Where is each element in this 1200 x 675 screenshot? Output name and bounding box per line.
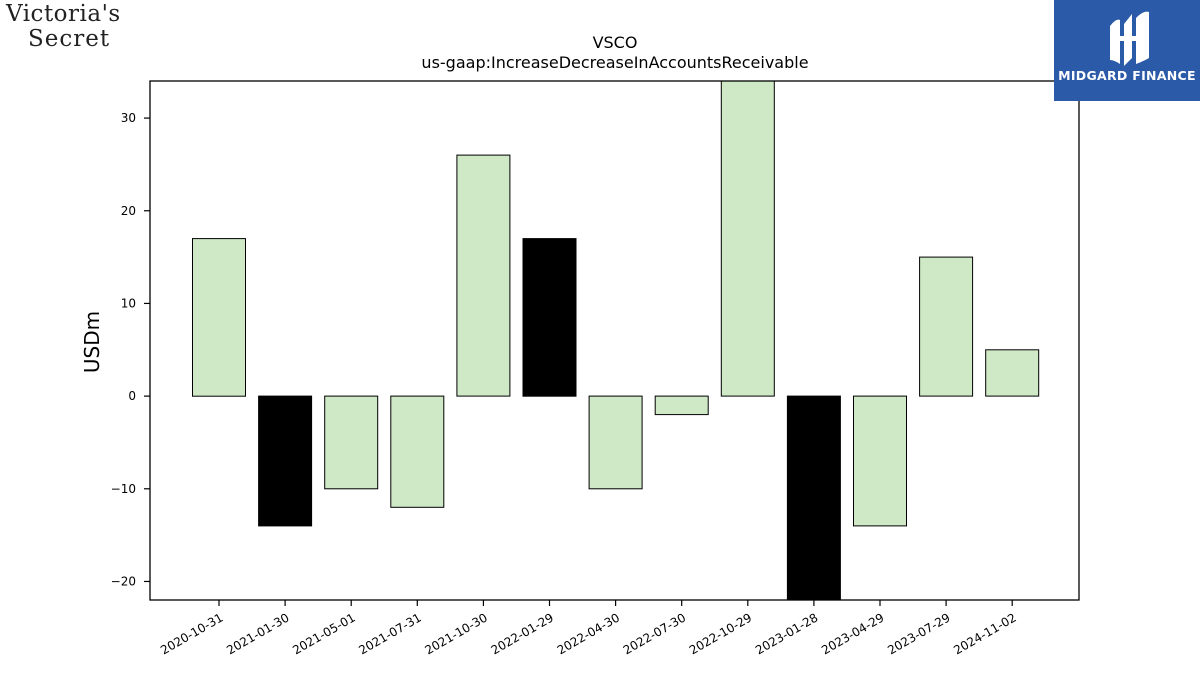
bar-2024-11-02 (985, 349, 1040, 397)
y-tick-label: 30 (121, 111, 136, 125)
y-axis-label: USDm (80, 311, 104, 373)
x-tick-label: 2021-10-30 (422, 610, 489, 657)
bar-2023-04-29 (853, 395, 907, 527)
bar-2021-01-30 (258, 395, 313, 527)
y-tick-label: 0 (128, 389, 136, 403)
brand-name: MIDGARD FINANCE (1058, 68, 1196, 83)
logo-line-1: Victoria's (6, 1, 121, 27)
x-tick-label: 2021-05-01 (290, 610, 357, 657)
x-tick-label: 2023-01-28 (753, 610, 820, 657)
x-tick-label: 2022-01-29 (489, 610, 556, 657)
x-tick-label: 2024-11-02 (951, 610, 1018, 657)
bar-2023-01-28 (786, 395, 841, 600)
y-axis: −20 −10 0 10 20 30 (111, 111, 150, 588)
bar-2022-01-29 (522, 238, 577, 397)
chart-subtitle: us-gaap:IncreaseDecreaseInAccountsReceiv… (421, 53, 808, 72)
bar-2020-10-31 (192, 238, 246, 397)
victorias-secret-logo: Victoria's Secret (6, 2, 156, 52)
x-tick-label: 2022-04-30 (555, 610, 622, 657)
y-tick-label: −20 (111, 574, 136, 588)
x-axis: 2020-10-312021-01-302021-05-012021-07-31… (158, 600, 1019, 657)
midgard-mark-icon (1110, 11, 1149, 66)
x-tick-label: 2023-07-29 (885, 610, 952, 657)
x-tick-label: 2023-04-29 (819, 610, 886, 657)
plot-frame (149, 80, 1080, 601)
bar-2023-07-29 (919, 256, 974, 397)
x-tick-label: 2020-10-31 (158, 610, 225, 657)
bar-2021-10-30 (456, 154, 511, 397)
bar-2021-07-31 (390, 395, 445, 508)
logo-line-2: Secret (28, 26, 111, 52)
y-tick-label: −10 (111, 482, 136, 496)
chart-title: VSCO (593, 33, 638, 52)
y-tick-label: 20 (121, 204, 136, 218)
y-tick-label: 10 (121, 296, 136, 310)
x-tick-label: 2021-01-30 (224, 610, 291, 657)
bars-layer (192, 81, 1040, 600)
x-tick-label: 2022-07-30 (621, 610, 688, 657)
x-tick-label: 2021-07-31 (356, 610, 423, 657)
bar-2021-05-01 (324, 395, 379, 490)
midgard-finance-logo: MIDGARD FINANCE (1054, 0, 1200, 101)
x-tick-label: 2022-10-29 (687, 610, 754, 657)
bar-2022-04-30 (588, 395, 643, 490)
bar-2022-10-29 (720, 81, 775, 397)
bar-2022-07-30 (654, 395, 709, 416)
